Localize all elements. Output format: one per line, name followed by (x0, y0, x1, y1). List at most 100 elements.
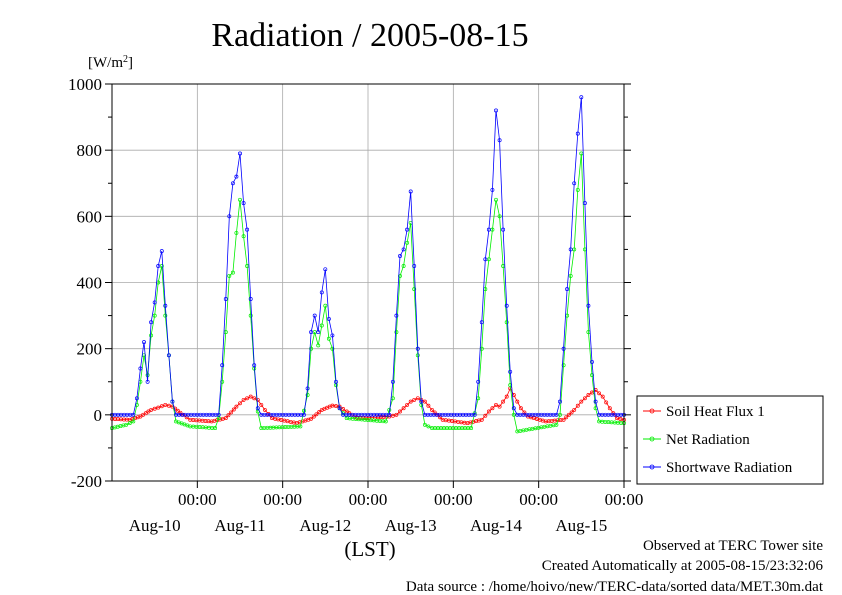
data-point (494, 197, 498, 202)
data-point (561, 346, 566, 351)
data-point (604, 400, 609, 405)
data-point (564, 415, 569, 420)
x-date-label: Aug-10 (129, 516, 181, 535)
data-point (138, 414, 143, 419)
data-point (241, 234, 246, 239)
data-point (483, 257, 488, 262)
y-tick-label: 600 (77, 207, 103, 226)
data-point (226, 413, 231, 418)
data-point (163, 313, 168, 318)
data-point (262, 407, 267, 412)
data-point (497, 138, 502, 143)
legend: Soil Heat Flux 1 Net Radiation Shortwave R… (636, 395, 824, 485)
data-point (230, 181, 235, 186)
data-point (469, 426, 474, 431)
data-point (486, 227, 491, 232)
data-point (408, 399, 413, 404)
data-point (142, 340, 146, 345)
data-point (152, 300, 157, 305)
data-point (497, 404, 502, 409)
data-point (152, 313, 157, 318)
data-point (245, 396, 250, 401)
x-date-label: Aug-14 (470, 516, 522, 535)
series-net-radiation (110, 151, 626, 434)
data-point (497, 214, 502, 219)
data-point (390, 379, 395, 384)
data-point (326, 336, 331, 341)
data-point (504, 394, 509, 399)
data-point (494, 108, 498, 113)
y-tick-label: 0 (94, 406, 103, 425)
data-point (220, 363, 225, 368)
legend-label: Net Radiation (666, 432, 750, 448)
data-point (255, 406, 260, 411)
y-tick-label: -200 (71, 472, 102, 491)
data-point (479, 417, 484, 422)
data-point (305, 386, 310, 391)
x-tick-label: 00:00 (434, 490, 473, 509)
data-point (405, 240, 410, 245)
data-point (152, 406, 157, 411)
data-point (378, 415, 383, 420)
data-point (135, 415, 140, 420)
data-point (314, 412, 319, 417)
data-point (398, 409, 402, 414)
data-point (330, 403, 335, 408)
data-point (316, 343, 321, 348)
x-tick-label: 00:00 (263, 490, 302, 509)
data-point (227, 273, 232, 278)
data-point (156, 405, 161, 410)
data-point (166, 403, 171, 408)
data-point (394, 313, 399, 318)
data-point (405, 227, 410, 232)
data-point (394, 412, 399, 417)
y-tick-label: 400 (77, 274, 103, 293)
data-point (415, 346, 420, 351)
data-point (238, 401, 242, 406)
data-point (572, 407, 577, 412)
data-point (234, 174, 239, 179)
data-point (568, 247, 573, 252)
data-point (490, 187, 495, 192)
footer-data-source: Data source : /home/hoivo/new/TERC-data/… (406, 579, 824, 595)
data-point (419, 399, 424, 404)
data-point (483, 413, 488, 418)
legend-swatch-marker (649, 436, 655, 442)
data-point (618, 417, 623, 421)
series-line (111, 153, 625, 432)
data-point (245, 227, 250, 232)
data-point (430, 407, 434, 412)
data-point (234, 230, 239, 235)
data-point (223, 416, 228, 421)
data-point (149, 407, 154, 412)
x-tick-label: 00:00 (349, 490, 388, 509)
data-point (298, 424, 303, 429)
data-point (252, 396, 257, 401)
data-point (432, 410, 437, 415)
data-point (476, 379, 481, 384)
data-point (238, 197, 242, 202)
data-point (323, 303, 328, 308)
y-tick-label: 200 (77, 340, 103, 359)
data-point (387, 412, 392, 417)
data-point (255, 397, 260, 402)
data-point (438, 415, 442, 420)
data-point (522, 410, 527, 415)
data-point (163, 402, 168, 407)
data-point (494, 402, 498, 407)
legend-label: Shortwave Radiation (666, 460, 793, 476)
data-point (170, 399, 175, 404)
footer-created-timestamp: Created Automatically at 2005-08-15/23:3… (542, 558, 824, 574)
data-point (156, 264, 161, 268)
data-point (566, 412, 571, 417)
data-point (234, 404, 239, 409)
data-point (159, 264, 164, 268)
data-point (319, 323, 324, 328)
data-point (149, 320, 154, 325)
data-point (405, 402, 410, 407)
data-point (490, 406, 495, 411)
data-point (213, 426, 218, 431)
axes: -200 0 200 400 600 800 1000 00:00 Aug-10 00:00 Aug… (68, 75, 643, 535)
data-point (131, 419, 136, 424)
data-point (241, 201, 246, 206)
